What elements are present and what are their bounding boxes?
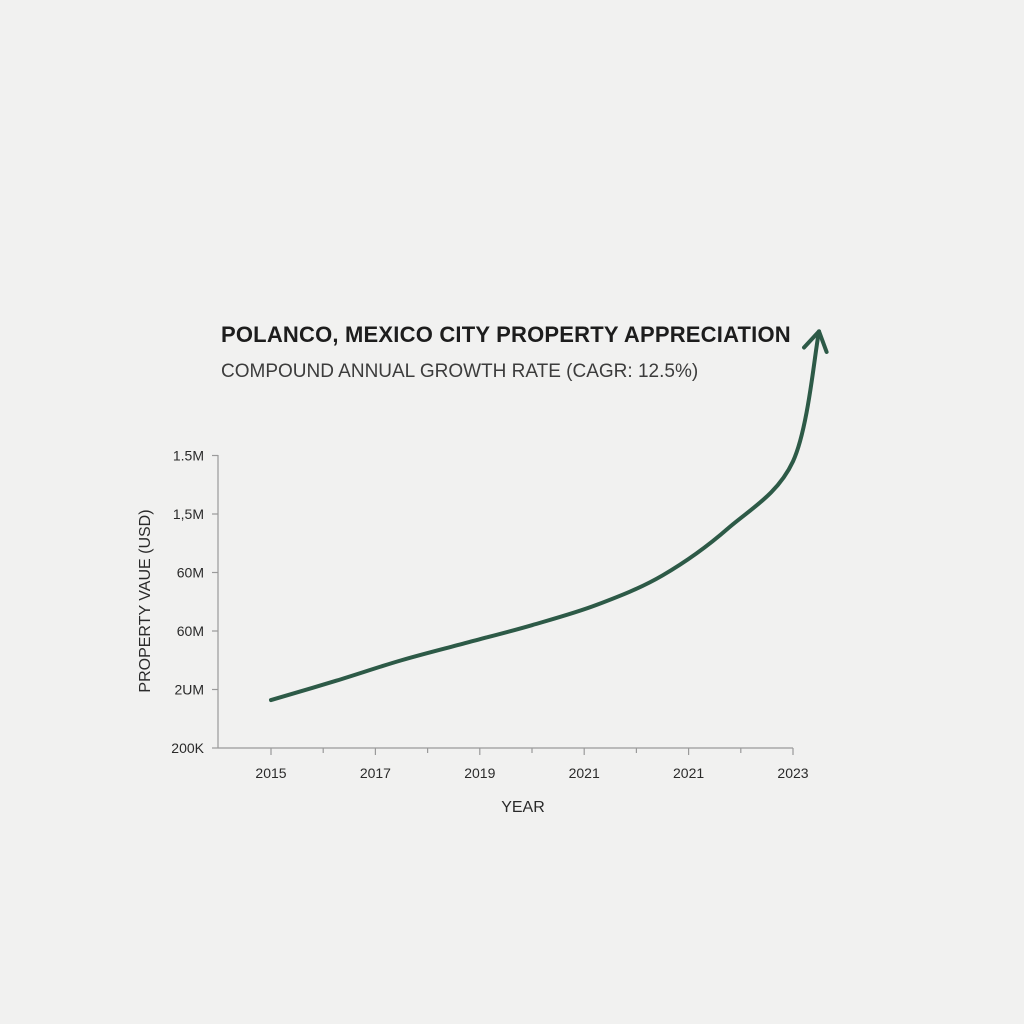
y-tick-label: 2UM (174, 682, 204, 698)
y-tick-label: 1,5M (173, 506, 204, 522)
y-tick-label: 60M (177, 565, 204, 581)
x-tick-label: 2021 (673, 765, 704, 781)
x-axis-label: YEAR (501, 799, 545, 816)
x-tick-label: 2015 (255, 765, 286, 781)
y-axis-label: PROPERTY VAUE (USD) (137, 509, 154, 692)
x-tick-label: 2021 (569, 765, 600, 781)
series-line (269, 329, 821, 703)
y-tick-label: 1.5M (173, 448, 204, 464)
y-tick-label: 60M (177, 623, 204, 639)
chart-title: POLANCO, MEXICO CITY PROPERTY APPRECIATI… (221, 322, 791, 347)
arrowhead-icon (802, 329, 829, 354)
x-tick-label: 2023 (777, 765, 808, 781)
y-tick-label: 200K (171, 740, 204, 756)
chart-subtitle: COMPOUND ANNUAL GROWTH RATE (CAGR: 12.5%… (221, 361, 698, 382)
x-tick-label: 2017 (360, 765, 391, 781)
x-tick-label: 2019 (464, 765, 495, 781)
